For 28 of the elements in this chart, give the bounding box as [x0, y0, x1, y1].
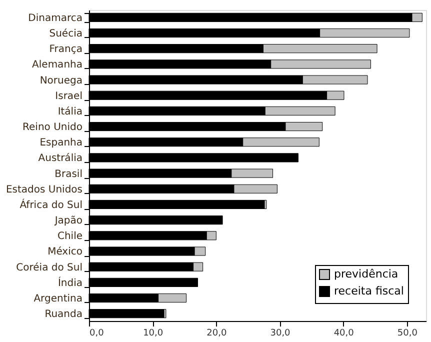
y-tick-label: Japão	[54, 216, 82, 227]
y-tick-label: Noruega	[40, 75, 82, 86]
y-tick-label: Ruanda	[44, 309, 82, 320]
x-tick-label: 40,0	[334, 328, 354, 338]
y-tick-label: Israel	[55, 90, 82, 102]
x-tick-label: 20,0	[206, 328, 227, 338]
x-tick-label: 30,0	[270, 328, 291, 338]
y-tick-label: Suécia	[49, 28, 82, 40]
y-tick-label: França	[49, 44, 82, 56]
y-tick-label: Espanha	[40, 138, 82, 149]
legend-label: receita fiscal	[334, 284, 404, 298]
y-tick-label: México	[48, 246, 82, 258]
y-tick-label: Brasil	[54, 168, 82, 180]
x-tick-label: 10,0	[143, 328, 164, 338]
y-tick-label: Itália	[58, 106, 82, 118]
y-tick-label: Estados Unidos	[6, 184, 82, 196]
y-tick-label: Argentina	[34, 294, 82, 305]
y-tick-label: Austrália	[38, 153, 82, 164]
y-tick-label: Dinamarca	[28, 12, 82, 24]
legend-label: previdência	[334, 268, 398, 280]
y-tick-label: Índia	[58, 276, 82, 289]
x-tick-label: 0,0	[90, 328, 104, 338]
y-tick-label: Alemanha	[32, 60, 82, 71]
y-tick-label: Reino Unido	[22, 122, 82, 134]
y-tick-label: Chile	[57, 231, 82, 242]
y-tick-label: África do Sul	[20, 198, 82, 211]
y-tick-label: Coréia do Sul	[16, 262, 82, 274]
x-tick-label: 50,0	[397, 328, 418, 338]
